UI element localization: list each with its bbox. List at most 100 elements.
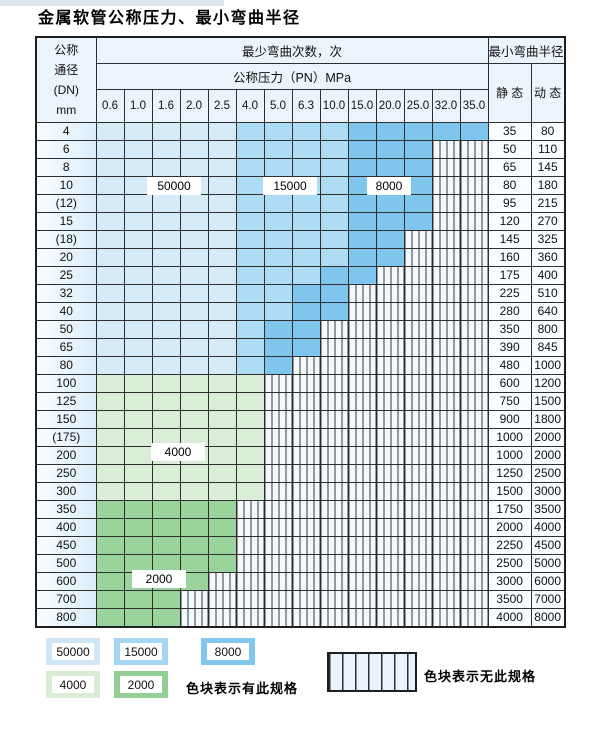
zone-cell-4000 <box>123 427 153 447</box>
zone-cell-none <box>291 355 321 375</box>
zone-cell-none <box>403 553 433 573</box>
pressure-value-header: 2.0 <box>179 88 209 123</box>
zone-cell-8000 <box>403 157 433 177</box>
zone-cell-4000 <box>179 373 209 393</box>
zone-cell-50000 <box>207 121 237 141</box>
static-radius-cell: 600 <box>487 373 532 393</box>
zone-cell-none <box>431 427 461 447</box>
zone-cell-4000 <box>207 463 237 483</box>
zone-cell-none <box>375 445 405 465</box>
zone-cell-15000 <box>291 247 321 267</box>
zone-cell-15000 <box>235 301 265 321</box>
zone-cell-15000 <box>263 157 293 177</box>
zone-cell-4000 <box>235 409 265 429</box>
zone-cell-none <box>459 301 489 321</box>
zone-cell-none <box>431 517 461 537</box>
static-radius-cell: 2000 <box>487 517 532 537</box>
zone-cell-none <box>235 571 265 591</box>
dynamic-radius-cell: 4000 <box>530 517 566 537</box>
dynamic-radius-cell: 2500 <box>530 463 566 483</box>
zone-cell-50000 <box>95 247 125 267</box>
zone-cell-none <box>319 571 349 591</box>
pressure-value-header: 5.0 <box>263 88 293 123</box>
zone-cell-4000 <box>179 391 209 411</box>
zone-cell-50000 <box>95 175 125 195</box>
zone-cell-none <box>403 283 433 303</box>
zone-cell-2000 <box>123 517 153 537</box>
zone-cell-none <box>347 319 377 339</box>
zone-cell-none <box>291 607 321 627</box>
dn-cell: (175) <box>35 427 97 447</box>
table-row: (18) 145 325 <box>35 229 566 249</box>
zone-cell-2000 <box>207 517 237 537</box>
zone-cell-none <box>291 589 321 609</box>
zone-cell-4000 <box>179 463 209 483</box>
zone-cell-none <box>375 409 405 429</box>
table-row: 125 750 1500 <box>35 391 566 411</box>
zone-cell-none <box>431 337 461 357</box>
zone-cell-4000 <box>151 409 181 429</box>
zone-cell-none <box>459 427 489 447</box>
zone-cell-50000 <box>95 121 125 141</box>
zone-cell-8000 <box>347 157 377 177</box>
zone-cell-50000 <box>151 211 181 231</box>
zone-cell-8000 <box>347 193 377 213</box>
table-row: 20 160 360 <box>35 247 566 267</box>
zone-cell-none <box>347 427 377 447</box>
zone-cell-4000 <box>95 391 125 411</box>
zone-cell-8000 <box>347 229 377 249</box>
zone-cell-8000 <box>375 211 405 231</box>
zone-cell-none <box>459 409 489 429</box>
zone-cell-15000 <box>235 121 265 141</box>
zone-cell-none <box>319 499 349 519</box>
dynamic-radius-cell: 3500 <box>530 499 566 519</box>
zone-cell-none <box>319 481 349 501</box>
static-header: 静 态 <box>487 62 532 123</box>
zone-cell-none <box>319 373 349 393</box>
zone-cell-2000 <box>151 499 181 519</box>
zone-cell-none <box>431 175 461 195</box>
zone-cell-8000 <box>375 157 405 177</box>
zone-cell-none <box>375 265 405 285</box>
zone-cell-none <box>459 193 489 213</box>
zone-cell-none <box>431 319 461 339</box>
dn-cell: 200 <box>35 445 97 465</box>
zone-cell-none <box>291 571 321 591</box>
zone-cell-2000 <box>151 607 181 627</box>
dn-cell: 10 <box>35 175 97 195</box>
zone-cell-8000 <box>403 121 433 141</box>
zone-cell-50000 <box>151 247 181 267</box>
zone-cell-50000 <box>207 283 237 303</box>
legend-swatch-label: 8000 <box>207 643 249 660</box>
legend-no-spec-label: 色块表示无此规格 <box>424 669 537 684</box>
bend-count-label: 8000 <box>367 177 411 195</box>
zone-cell-none <box>235 535 265 555</box>
table-row: 600 3000 6000 <box>35 571 566 591</box>
dynamic-radius-cell: 8000 <box>530 607 566 627</box>
dn-cell: 4 <box>35 121 97 141</box>
dynamic-radius-cell: 640 <box>530 301 566 321</box>
static-radius-cell: 2250 <box>487 535 532 555</box>
zone-cell-8000 <box>431 121 461 141</box>
zone-cell-15000 <box>291 229 321 249</box>
zone-cell-none <box>375 571 405 591</box>
zone-cell-none <box>431 229 461 249</box>
zone-cell-4000 <box>207 445 237 465</box>
zone-cell-none <box>403 265 433 285</box>
table-row: 350 1750 3500 <box>35 499 566 519</box>
zone-cell-none <box>459 463 489 483</box>
zone-cell-none <box>263 499 293 519</box>
dynamic-radius-cell: 2000 <box>530 427 566 447</box>
zone-cell-none <box>459 481 489 501</box>
zone-cell-none <box>319 427 349 447</box>
zone-cell-8000 <box>291 301 321 321</box>
zone-cell-2000 <box>179 535 209 555</box>
table-body: 4 35 80 6 50 110 8 65 145 10 80 180 (12) 95 2… <box>35 121 566 627</box>
zone-cell-15000 <box>235 355 265 375</box>
zone-cell-none <box>431 157 461 177</box>
zone-cell-15000 <box>235 247 265 267</box>
zone-cell-2000 <box>207 499 237 519</box>
zone-cell-50000 <box>95 157 125 177</box>
dn-cell: 20 <box>35 247 97 267</box>
zone-cell-none <box>403 319 433 339</box>
